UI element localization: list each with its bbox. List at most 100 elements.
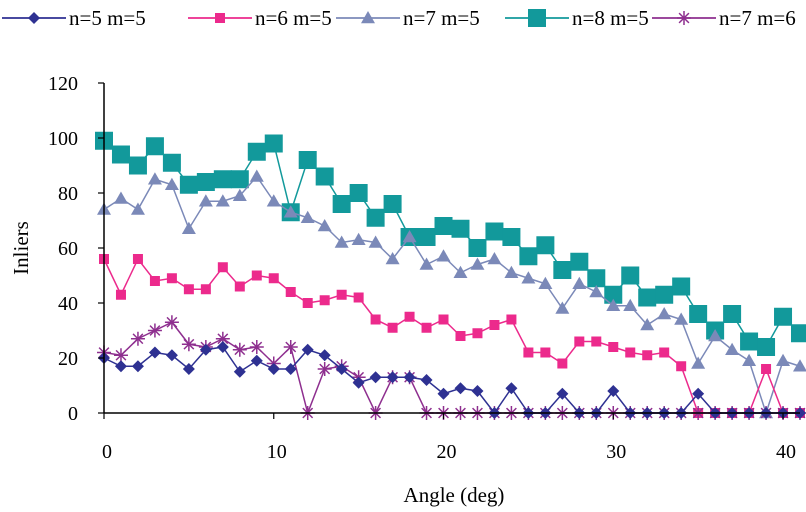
- data-point: [387, 322, 398, 333]
- data-point: [691, 356, 706, 369]
- data-point: [437, 387, 450, 400]
- data-point: [302, 298, 313, 308]
- y-tick-label: 20: [58, 348, 78, 370]
- legend: n=5 m=5 n=6 m=5 n=7 m=5 n=8 m=5 n=7 m=6: [2, 6, 796, 30]
- data-point: [555, 301, 570, 314]
- data-point: [489, 320, 500, 330]
- legend-item: n=7 m=5: [336, 6, 480, 30]
- data-point: [249, 340, 264, 354]
- data-point: [199, 343, 212, 356]
- data-point: [181, 221, 196, 234]
- series-n-5-m-5: [98, 341, 806, 419]
- data-point: [268, 273, 279, 284]
- data-point: [438, 314, 449, 325]
- y-axis-ticks: 0 20 40 60 80 100 120: [48, 73, 104, 425]
- data-point: [621, 266, 640, 285]
- data-point: [419, 257, 434, 270]
- data-point: [506, 314, 517, 325]
- data-point: [502, 228, 521, 246]
- data-point: [557, 358, 568, 369]
- y-tick-label: 80: [58, 183, 78, 205]
- data-point: [776, 353, 791, 366]
- legend-item: n=7 m=6: [652, 6, 796, 30]
- data-point: [217, 262, 228, 273]
- y-axis-label: Inliers: [9, 221, 33, 275]
- data-point: [589, 285, 604, 298]
- data-point: [519, 247, 538, 266]
- data-point: [216, 341, 229, 353]
- data-point: [147, 172, 162, 185]
- data-point: [421, 322, 432, 333]
- data-point: [403, 371, 416, 384]
- data-point: [740, 332, 759, 351]
- data-point: [132, 254, 143, 264]
- data-point: [332, 195, 351, 213]
- data-point: [742, 353, 757, 366]
- data-point: [164, 315, 179, 330]
- data-point: [113, 348, 128, 363]
- data-point: [267, 363, 280, 375]
- x-tick-label: 40: [776, 441, 796, 463]
- data-point: [115, 289, 126, 300]
- data-point: [114, 360, 127, 373]
- data-point: [451, 219, 470, 238]
- data-point: [113, 191, 128, 204]
- data-point: [149, 276, 160, 286]
- x-tick-label: 10: [267, 441, 287, 463]
- data-point: [111, 145, 130, 164]
- data-point: [608, 342, 619, 352]
- data-point: [162, 153, 181, 172]
- data-point: [335, 363, 348, 375]
- legend-marker: [215, 13, 225, 23]
- data-point: [234, 281, 245, 292]
- data-point: [471, 385, 484, 397]
- data-point: [574, 336, 585, 347]
- legend-label: n=7 m=5: [403, 6, 480, 30]
- data-point: [455, 331, 466, 341]
- data-point: [386, 371, 399, 384]
- data-point: [791, 324, 806, 343]
- data-point: [640, 318, 655, 331]
- data-point: [179, 175, 198, 194]
- data-point: [689, 305, 708, 323]
- data-point: [505, 382, 518, 395]
- data-point: [366, 208, 385, 227]
- data-point: [434, 217, 453, 235]
- data-point: [556, 387, 569, 400]
- data-point: [318, 349, 331, 362]
- plot-area: 0 20 40 60 80 100 120 0 10 20 30 40: [48, 73, 806, 463]
- legend-item: n=8 m=5: [505, 6, 649, 30]
- legend-marker: [28, 12, 40, 24]
- legend-marker: [677, 11, 691, 25]
- data-point: [757, 338, 776, 356]
- data-point: [215, 331, 230, 346]
- data-point: [130, 202, 145, 215]
- series-line: [103, 257, 800, 414]
- data-point: [232, 188, 247, 201]
- data-point: [761, 364, 772, 374]
- data-point: [301, 343, 314, 356]
- data-point: [336, 289, 347, 300]
- x-axis-ticks: 0 10 20 30 40: [102, 413, 796, 463]
- data-point: [283, 205, 298, 218]
- data-point: [182, 363, 195, 375]
- data-point: [468, 239, 487, 257]
- data-point: [319, 295, 330, 306]
- data-point: [251, 270, 262, 281]
- data-point: [148, 346, 161, 359]
- data-point: [370, 314, 381, 325]
- x-tick-label: 30: [606, 441, 626, 463]
- data-point: [572, 276, 587, 289]
- legend-marker: [361, 11, 375, 24]
- data-point: [196, 173, 215, 191]
- data-point: [659, 347, 670, 358]
- data-point: [638, 288, 657, 307]
- data-point: [266, 194, 281, 207]
- data-point: [368, 235, 383, 248]
- data-point: [725, 342, 740, 355]
- data-point: [250, 354, 263, 367]
- data-point: [625, 347, 636, 358]
- data-point: [383, 195, 402, 213]
- data-point: [165, 349, 178, 362]
- data-point: [674, 312, 689, 325]
